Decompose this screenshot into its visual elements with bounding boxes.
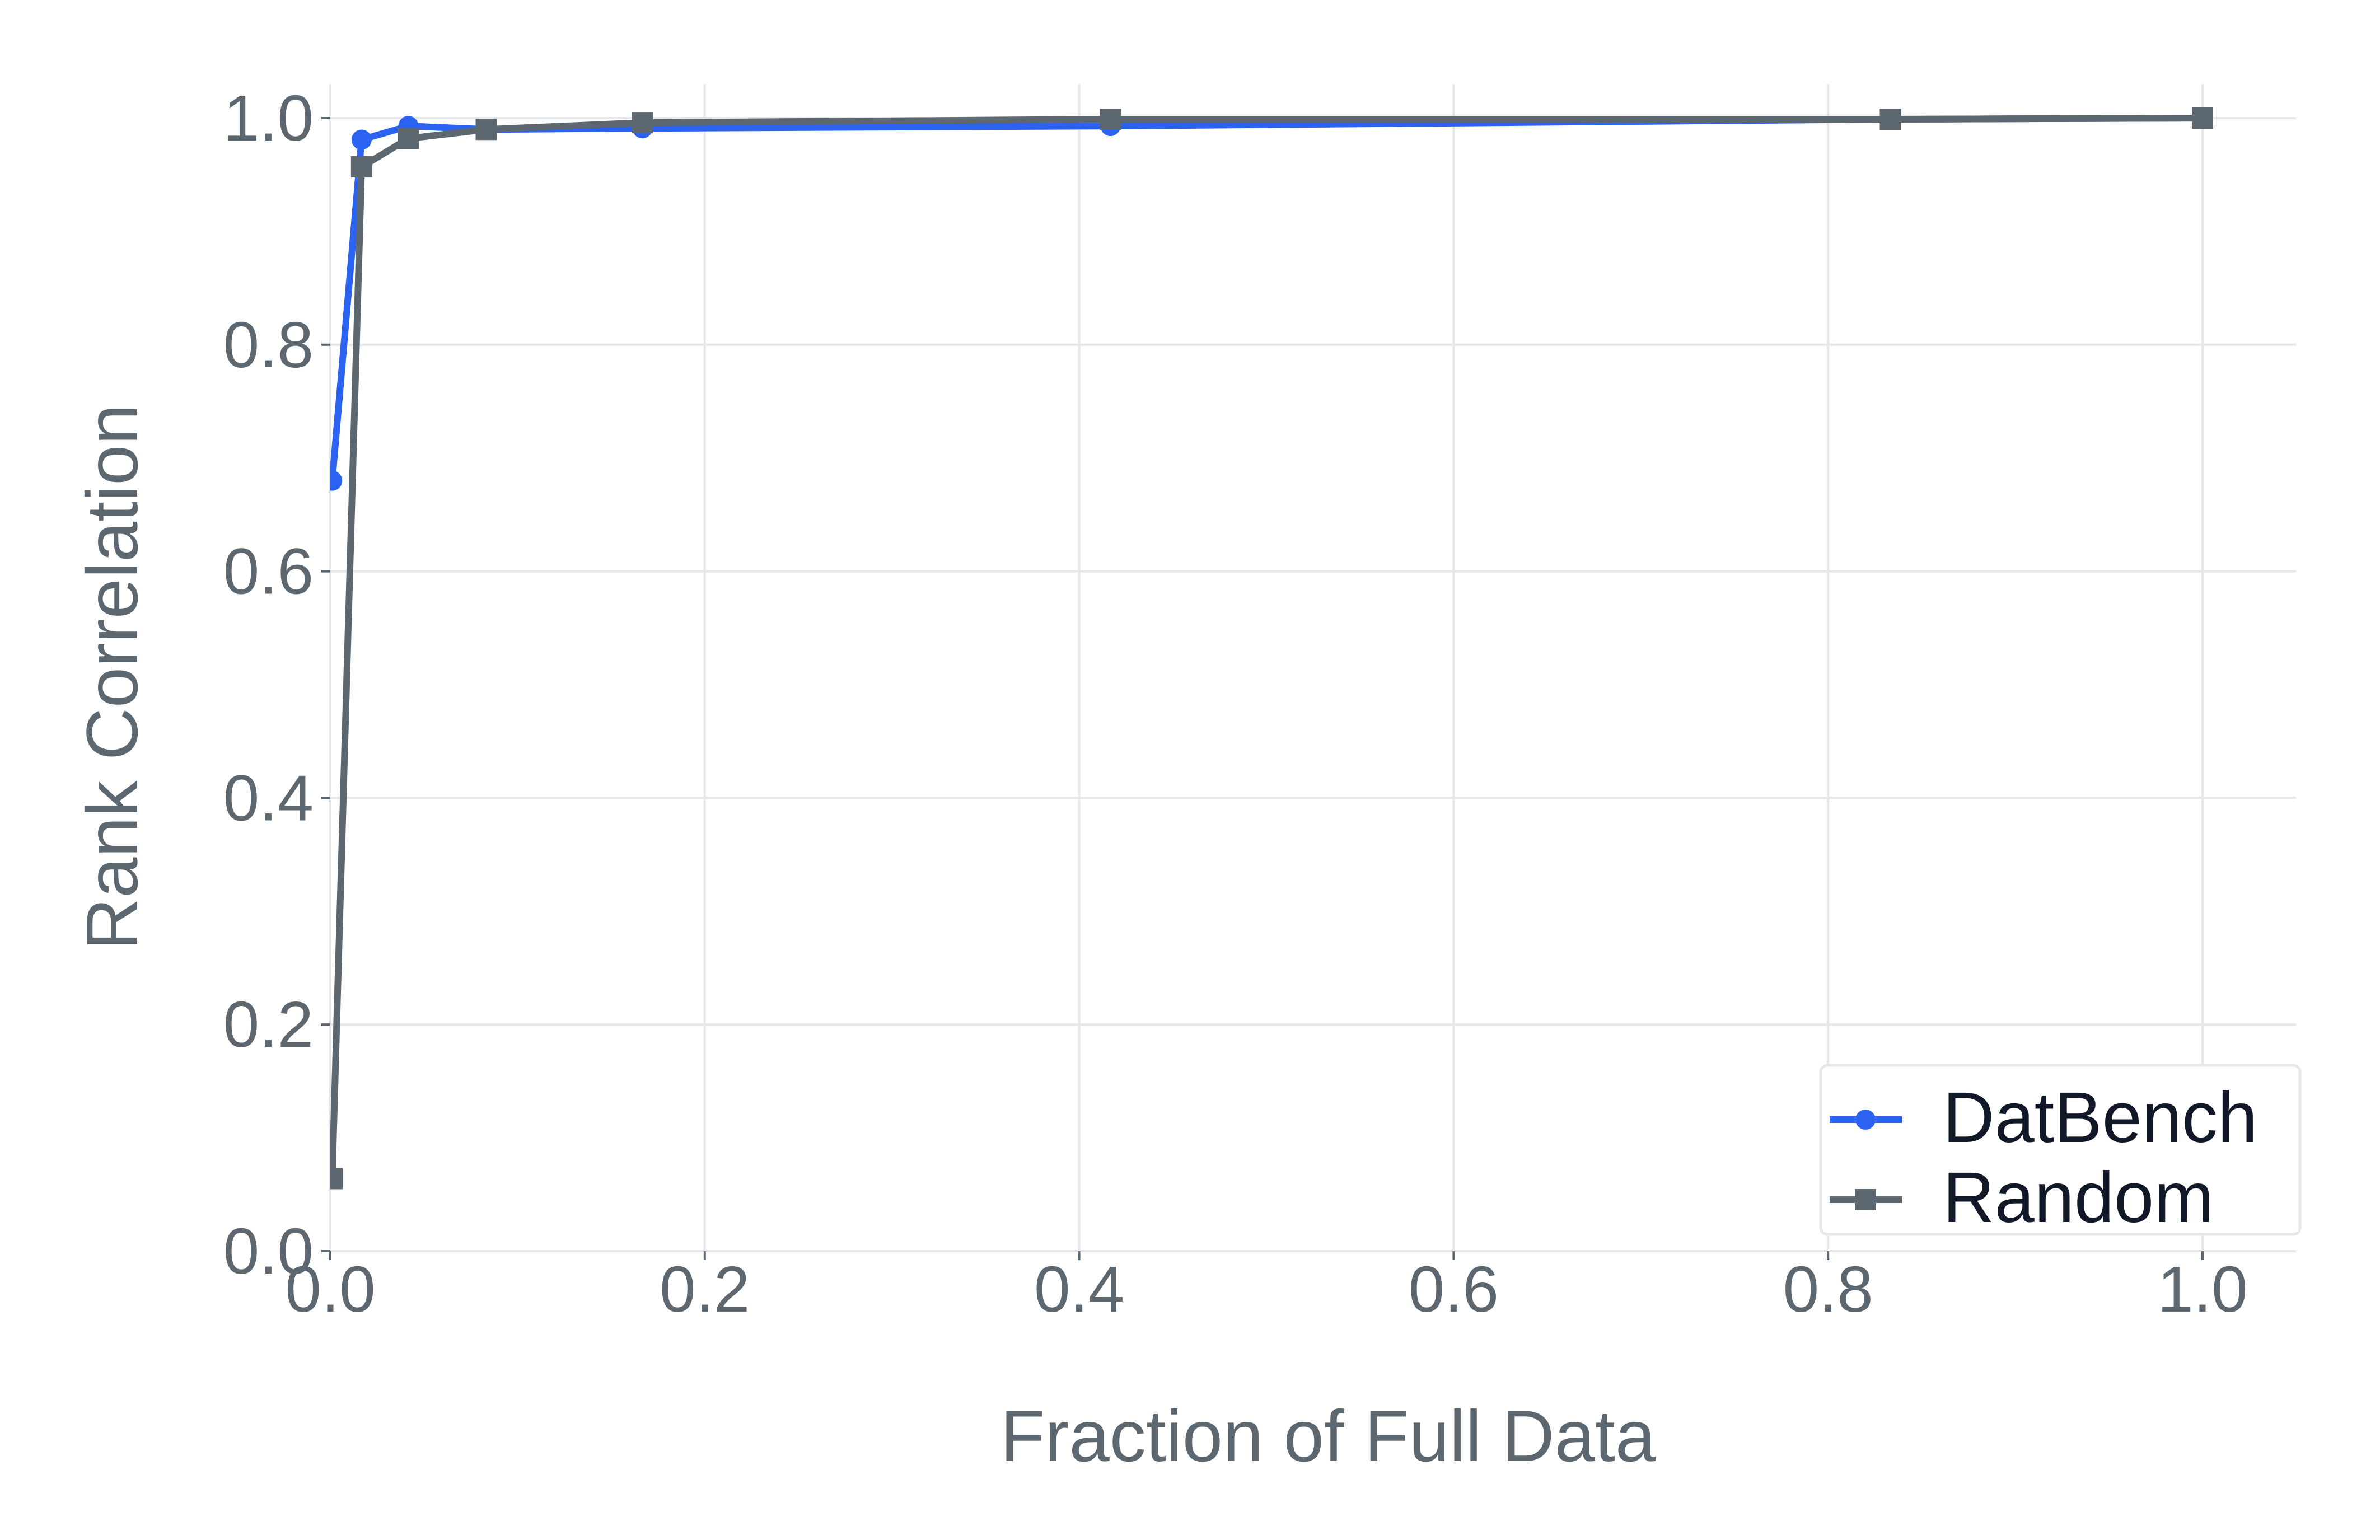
y-tick-label: 0.2 <box>223 988 314 1061</box>
data-point-square[interactable] <box>2192 107 2213 129</box>
data-point-square[interactable] <box>1100 109 1121 130</box>
y-tick-label: 0.8 <box>223 308 314 381</box>
legend-square-marker-icon <box>1855 1189 1876 1210</box>
x-tick-label: 0.4 <box>1034 1253 1124 1326</box>
y-tick-label: 0.0 <box>223 1215 314 1288</box>
data-point-circle[interactable] <box>351 129 372 150</box>
x-tick-label: 0.0 <box>285 1253 375 1326</box>
legend: DatBench Random <box>1819 1064 2302 1238</box>
data-point-square[interactable] <box>632 112 653 134</box>
series-line <box>330 115 2203 481</box>
data-point-square[interactable] <box>321 1168 343 1190</box>
legend-box <box>1819 1064 2302 1236</box>
grid-lines <box>329 84 2297 1252</box>
x-tick-label: 0.8 <box>1783 1253 1873 1326</box>
legend-circle-marker-icon <box>1855 1110 1876 1130</box>
legend-item-random[interactable]: Random <box>1830 1158 2214 1238</box>
x-tick-labels: 0.0 0.2 0.4 0.6 0.8 1.0 <box>285 1253 2247 1326</box>
x-tick-label: 0.2 <box>660 1253 750 1326</box>
y-axis-title: Rank Correlation <box>71 404 153 950</box>
axis-ticks <box>321 117 2204 1260</box>
x-axis-title: Fraction of Full Data <box>1000 1395 1656 1477</box>
y-tick-label: 0.6 <box>223 535 314 608</box>
data-point-square[interactable] <box>398 128 419 149</box>
legend-label-datbench: DatBench <box>1943 1078 2257 1158</box>
data-point-circle[interactable] <box>322 470 343 491</box>
y-tick-label: 1.0 <box>223 82 314 155</box>
data-point-square[interactable] <box>475 119 497 141</box>
series-random <box>321 107 2213 1190</box>
y-tick-label: 0.4 <box>223 761 314 834</box>
data-point-square[interactable] <box>350 156 372 178</box>
data-series <box>321 107 2213 1190</box>
x-tick-label: 1.0 <box>2157 1253 2247 1326</box>
legend-item-datbench[interactable]: DatBench <box>1830 1078 2257 1158</box>
data-point-square[interactable] <box>1879 109 1901 130</box>
series-datbench <box>322 108 2213 491</box>
legend-label-random: Random <box>1943 1158 2214 1238</box>
x-tick-label: 0.6 <box>1409 1253 1499 1326</box>
series-line <box>330 115 2203 1179</box>
y-tick-labels: 0.0 0.2 0.4 0.6 0.8 1.0 <box>223 82 314 1288</box>
